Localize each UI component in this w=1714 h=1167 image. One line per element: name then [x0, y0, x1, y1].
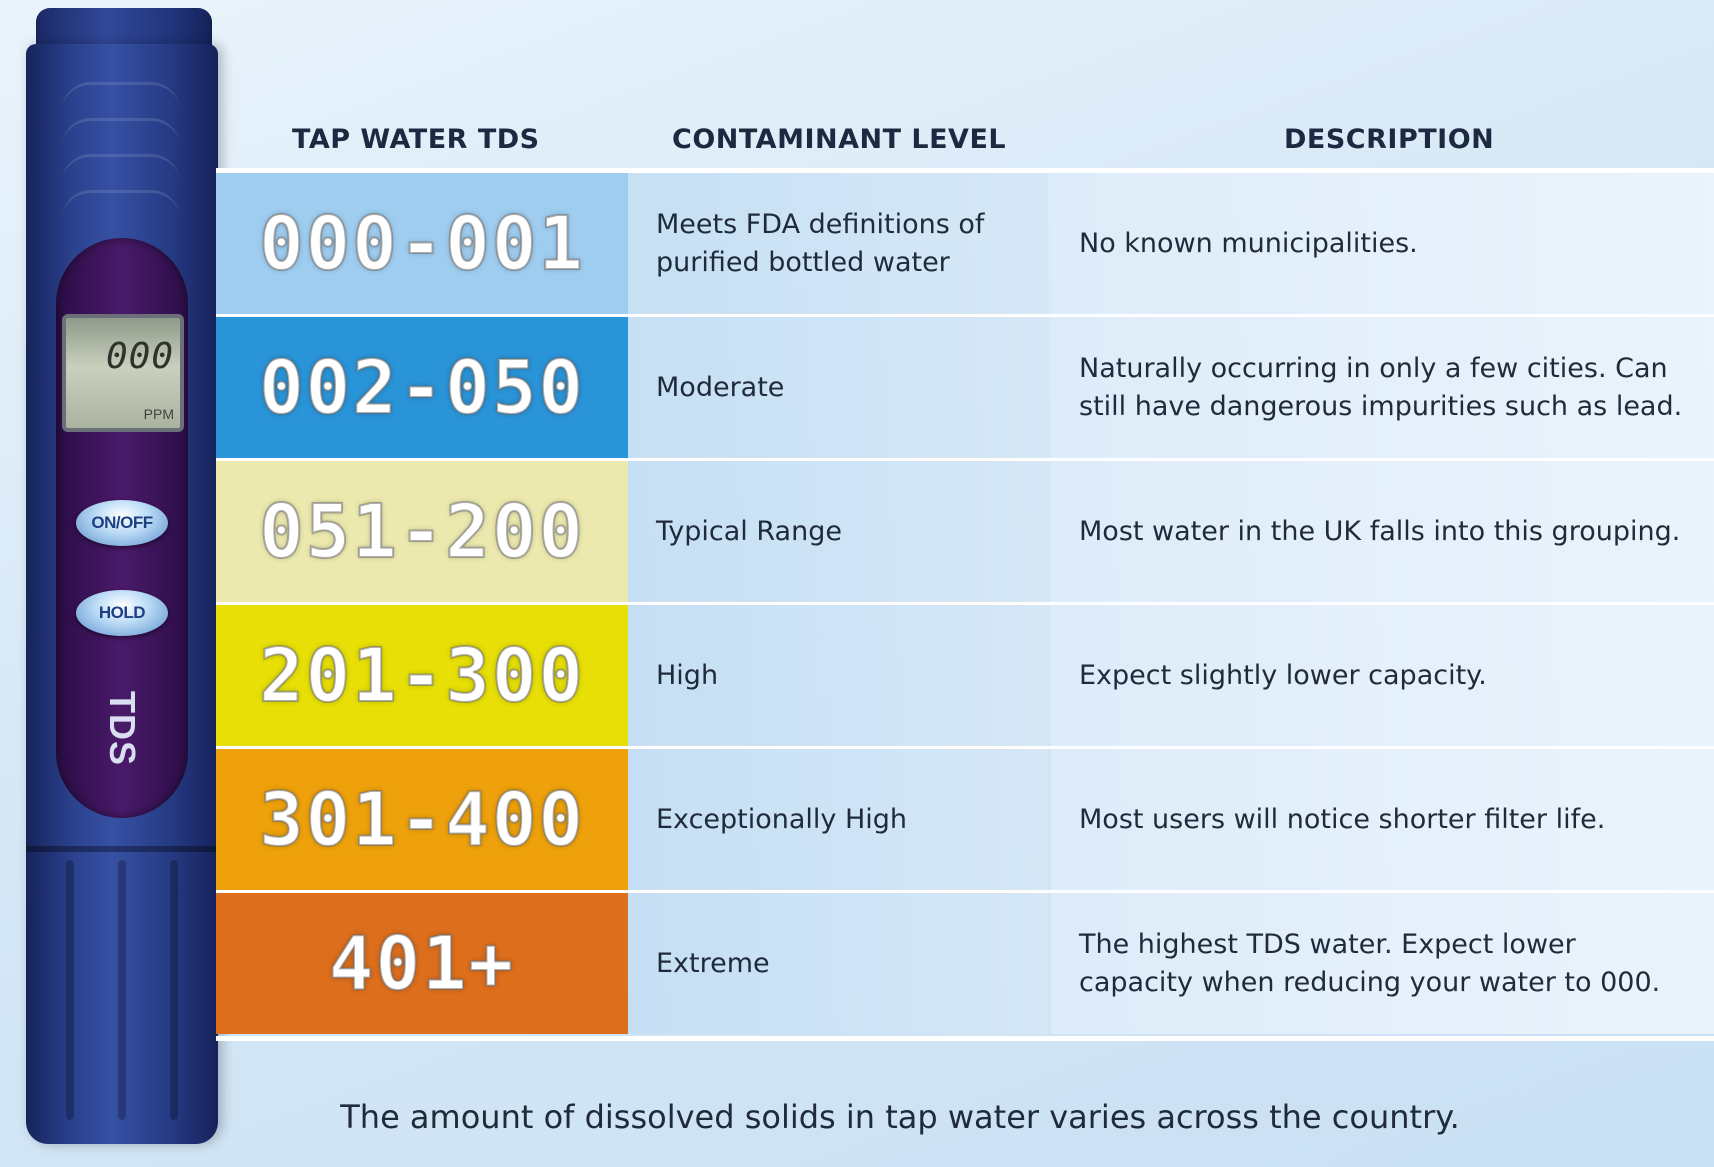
- tds-range-value: 201-300: [258, 632, 585, 720]
- grip-ridge: [62, 82, 180, 111]
- header-description: DESCRIPTION: [1284, 124, 1495, 155]
- tds-range-cell: 051-200: [216, 461, 628, 602]
- description-cell: Most water in the UK falls into this gro…: [1051, 461, 1714, 602]
- meter-brand-label: TDS: [102, 691, 143, 766]
- meter-seam: [26, 846, 218, 852]
- contaminant-level-cell: High: [628, 605, 1048, 746]
- tds-range-value: 401+: [328, 920, 516, 1008]
- table-row: 301-400 Exceptionally High Most users will…: [216, 749, 1714, 893]
- grip-ridge: [62, 118, 180, 147]
- tds-range-cell: 401+: [216, 893, 628, 1034]
- tds-range-value: 000-001: [258, 200, 585, 288]
- table-bottom-divider: [216, 1036, 1714, 1041]
- meter-ridge: [170, 860, 178, 1120]
- table-row: 002-050 Moderate Naturally occurring in on…: [216, 317, 1714, 461]
- header-tap-water-tds: TAP WATER TDS: [292, 124, 540, 155]
- header-contaminant-level: CONTAMINANT LEVEL: [672, 124, 1007, 155]
- contaminant-level-cell: Meets FDA definitions of purified bottle…: [628, 173, 1048, 314]
- lcd-reading: 000: [105, 336, 174, 377]
- row-divider: [216, 602, 1714, 605]
- contaminant-level-cell: Exceptionally High: [628, 749, 1048, 890]
- row-divider: [216, 890, 1714, 893]
- contaminant-level-cell: Extreme: [628, 893, 1048, 1034]
- footer-caption: The amount of dissolved solids in tap wa…: [340, 1098, 1460, 1136]
- tds-range-cell: 000-001: [216, 173, 628, 314]
- on-off-button: ON/OFF: [76, 500, 168, 546]
- meter-ridge: [118, 860, 126, 1120]
- row-divider: [216, 458, 1714, 461]
- table-header: TAP WATER TDS CONTAMINANT LEVEL DESCRIPT…: [216, 108, 1714, 173]
- row-divider: [216, 314, 1714, 317]
- tds-range-cell: 201-300: [216, 605, 628, 746]
- tds-meter-pen: 000 PPM ON/OFF HOLD TDS: [26, 0, 218, 1150]
- hold-button: HOLD: [76, 590, 168, 636]
- description-cell: The highest TDS water. Expect lower capa…: [1051, 893, 1714, 1034]
- meter-ridge: [66, 860, 74, 1120]
- grip-ridge: [62, 154, 180, 183]
- description-cell: Naturally occurring in only a few cities…: [1051, 317, 1714, 458]
- table-row: 201-300 High Expect slightly lower capacit…: [216, 605, 1714, 749]
- table-row: 000-001 Meets FDA definitions of purified…: [216, 173, 1714, 317]
- meter-lcd-display: 000 PPM: [62, 314, 184, 432]
- grip-ridge: [62, 190, 180, 219]
- tds-range-cell: 002-050: [216, 317, 628, 458]
- tds-table: TAP WATER TDS CONTAMINANT LEVEL DESCRIPT…: [216, 108, 1714, 1034]
- contaminant-level-cell: Moderate: [628, 317, 1048, 458]
- table-row: 401+ Extreme The highest TDS water. Expect…: [216, 893, 1714, 1034]
- description-cell: Expect slightly lower capacity.: [1051, 605, 1714, 746]
- lcd-unit: PPM: [143, 406, 174, 422]
- description-cell: Most users will notice shorter filter li…: [1051, 749, 1714, 890]
- table-body: 000-001 Meets FDA definitions of purified…: [216, 173, 1714, 1037]
- contaminant-level-cell: Typical Range: [628, 461, 1048, 602]
- tds-range-value: 002-050: [258, 344, 585, 432]
- header-divider: [216, 168, 1714, 173]
- description-cell: No known municipalities.: [1051, 173, 1714, 314]
- table-row: 051-200 Typical Range Most water in the UK…: [216, 461, 1714, 605]
- row-divider: [216, 746, 1714, 749]
- tds-range-value: 301-400: [258, 776, 585, 864]
- tds-range-cell: 301-400: [216, 749, 628, 890]
- tds-range-value: 051-200: [258, 488, 585, 576]
